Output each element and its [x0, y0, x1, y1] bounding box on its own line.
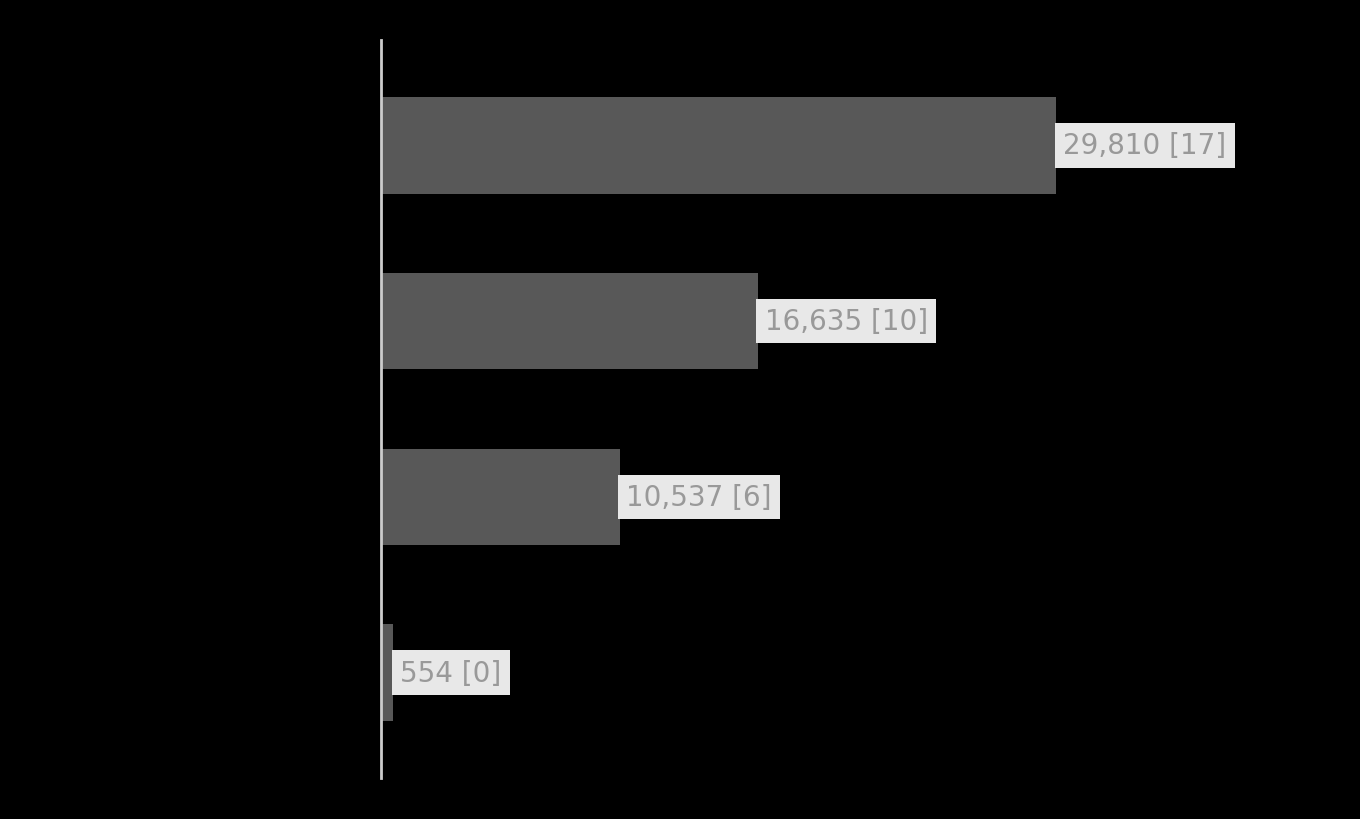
Text: 16,635 [10]: 16,635 [10] [764, 308, 928, 336]
Bar [381, 624, 393, 721]
Bar [381, 274, 758, 370]
Text: 554 [0]: 554 [0] [400, 658, 502, 687]
Bar [381, 449, 620, 545]
Bar [381, 98, 1057, 195]
Text: 10,537 [6]: 10,537 [6] [627, 483, 772, 511]
Text: 29,810 [17]: 29,810 [17] [1064, 132, 1227, 161]
